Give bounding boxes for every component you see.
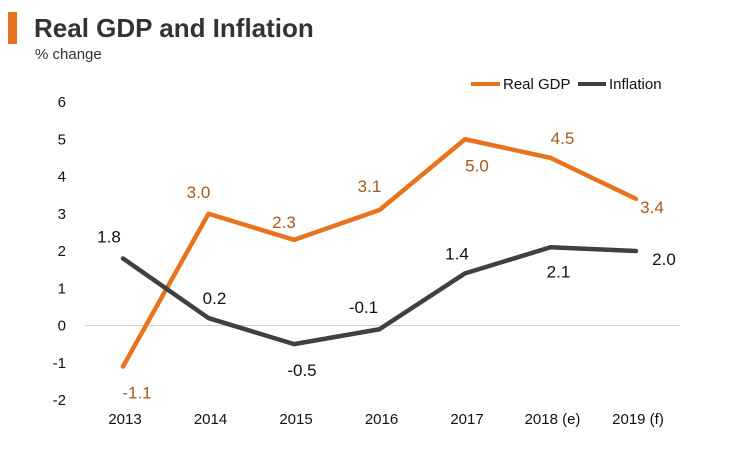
data-labels: -1.1 3.0 2.3 3.1 5.0 4.5 3.4 1.8 0.2 -0.5 -0.1 1.4 2…	[97, 129, 676, 403]
legend-label-real-gdp: Real GDP	[503, 76, 571, 93]
data-label-real-gdp: 5.0	[465, 156, 489, 175]
data-label-inflation: -0.1	[349, 298, 378, 317]
data-label-inflation: 1.4	[445, 244, 469, 263]
x-tick-label: 2018 (e)	[525, 411, 581, 428]
chart-title: Real GDP and Inflation	[34, 13, 314, 43]
y-tick-label: 5	[58, 131, 66, 148]
data-label-real-gdp: 3.4	[640, 198, 664, 217]
data-label-inflation: 2.0	[652, 250, 676, 269]
series-line-inflation	[120, 245, 639, 347]
data-label-inflation: 2.1	[547, 262, 571, 281]
x-tick-label: 2016	[365, 411, 398, 428]
legend: Real GDP Inflation	[471, 76, 662, 93]
y-tick-label: 1	[58, 280, 66, 297]
y-tick-label: 0	[58, 318, 66, 335]
x-tick-label: 2014	[194, 411, 227, 428]
x-tick-label: 2019 (f)	[612, 411, 664, 428]
x-tick-label: 2013	[108, 411, 141, 428]
legend-label-inflation: Inflation	[609, 76, 662, 93]
data-label-real-gdp: -1.1	[122, 383, 151, 402]
y-tick-label: 6	[58, 94, 66, 111]
y-axis: 6 5 4 3 2 1 0 -1 -2	[53, 94, 66, 409]
data-label-real-gdp: 3.1	[358, 177, 382, 196]
x-axis: 2013 2014 2015 2016 2017 2018 (e) 2019 (f)	[108, 411, 664, 428]
x-tick-label: 2015	[279, 411, 312, 428]
y-tick-label: -2	[53, 392, 66, 409]
y-tick-label: 4	[58, 169, 66, 186]
data-label-inflation: -0.5	[287, 361, 316, 380]
data-label-inflation: 0.2	[203, 289, 227, 308]
series-line-real-gdp	[120, 137, 639, 369]
title-accent-bar	[8, 12, 17, 44]
y-tick-label: -1	[53, 355, 66, 372]
data-label-real-gdp: 4.5	[551, 129, 575, 148]
x-tick-label: 2017	[450, 411, 483, 428]
y-tick-label: 2	[58, 243, 66, 260]
data-label-real-gdp: 2.3	[272, 213, 296, 232]
chart-subtitle: % change	[35, 46, 102, 63]
series-lines	[120, 137, 639, 369]
y-tick-label: 3	[58, 206, 66, 223]
data-label-real-gdp: 3.0	[187, 183, 211, 202]
data-label-inflation: 1.8	[97, 227, 121, 246]
